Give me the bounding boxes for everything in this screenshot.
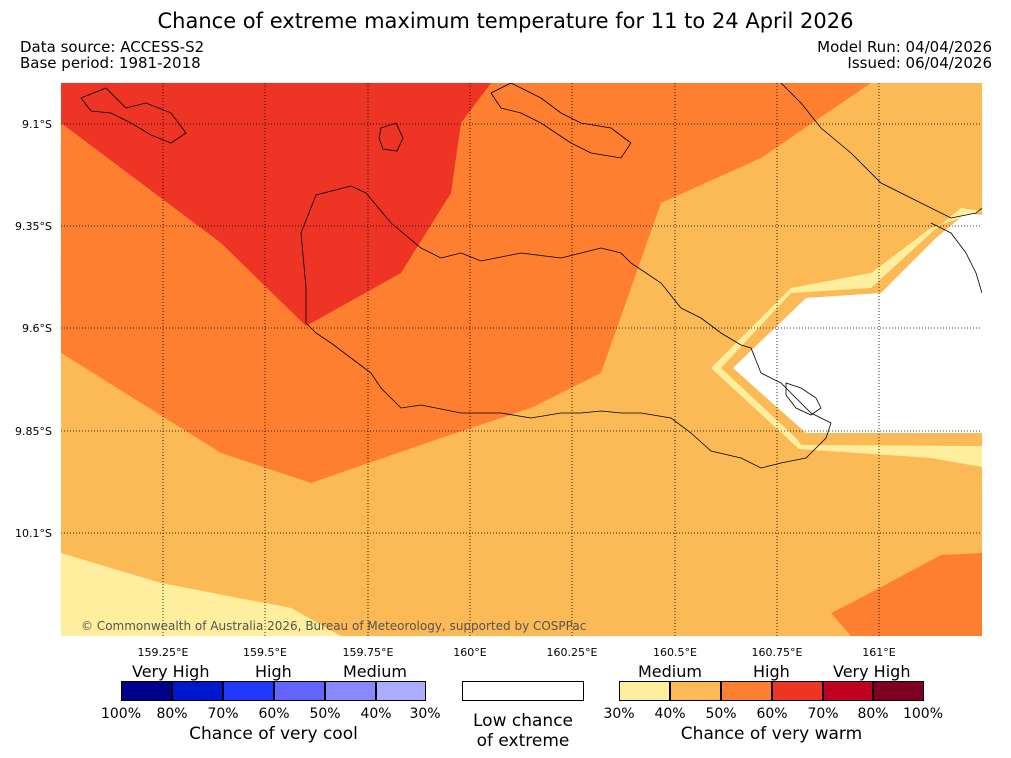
low-chance-caption: Low chance of extreme: [462, 711, 584, 751]
coastline-main-island: [300, 185, 832, 469]
lon-label: 159.5°E: [243, 646, 287, 659]
cool-tick: 40%: [360, 706, 392, 722]
warm-caption: Chance of very warm: [680, 724, 863, 744]
lon-label: 159.25°E: [137, 646, 189, 659]
cool-caption: Chance of very cool: [189, 724, 358, 744]
cool-swatch: [223, 681, 274, 701]
coastline-north-island: [490, 83, 632, 159]
warm-header-medium: Medium: [638, 662, 702, 681]
lat-label: 9.35°S: [15, 220, 52, 233]
cool-header-medium: Medium: [343, 662, 407, 681]
lat-label: 9.85°S: [15, 425, 52, 438]
cool-swatch: [121, 681, 172, 701]
cool-tick: 30%: [409, 706, 441, 722]
model-run-label: Model Run: 04/04/2026: [817, 38, 992, 56]
lon-label: 161°E: [862, 646, 896, 659]
warm-tick: 100%: [902, 706, 944, 722]
warm-swatch: [772, 681, 823, 701]
lat-label: 9.6°S: [22, 322, 52, 335]
data-source-info: Data source: ACCESS-S2 Base period: 1981…: [20, 39, 204, 71]
coastline-east-island: [930, 222, 982, 294]
warm-tick: 40%: [654, 706, 686, 722]
chart-title: Chance of extreme maximum temperature fo…: [157, 9, 854, 33]
lat-label: 10.1°S: [15, 527, 52, 540]
zone-low-chance: [733, 213, 982, 433]
cool-tick: 100%: [100, 706, 142, 722]
warm-header-high: High: [753, 662, 790, 681]
base-period-label: Base period: 1981-2018: [20, 54, 201, 72]
lon-label: 160.25°E: [546, 646, 598, 659]
cool-header-high: High: [255, 662, 292, 681]
coastline-northwest-islands: [80, 87, 187, 144]
cool-tick: 50%: [309, 706, 341, 722]
lon-label: 159.75°E: [342, 646, 394, 659]
cool-tick: 60%: [258, 706, 290, 722]
coastline-northeast-island: [780, 83, 982, 219]
warm-swatch: [721, 681, 772, 701]
coastline: [80, 83, 982, 469]
copyright-notice: © Commonwealth of Australia 2026, Bureau…: [81, 619, 586, 633]
warm-swatch: [670, 681, 721, 701]
issued-label: Issued: 06/04/2026: [847, 54, 992, 72]
cool-swatch: [274, 681, 325, 701]
warm-swatch: [823, 681, 873, 701]
warm-tick: 80%: [857, 706, 889, 722]
lon-label: 160°E: [453, 646, 487, 659]
lat-label: 9.1°S: [22, 118, 52, 131]
zone-high-60-70: [61, 83, 491, 326]
map-panel: © Commonwealth of Australia 2026, Bureau…: [61, 83, 982, 636]
coastline-islet: [378, 122, 404, 152]
warm-swatch: [873, 681, 924, 701]
coastline-bay-islets: [785, 382, 822, 416]
lon-label: 160.5°E: [653, 646, 697, 659]
low-chance-swatch: [462, 681, 584, 701]
zone-high-50-60-southeast: [831, 553, 982, 636]
low-chance-line2: of extreme: [476, 731, 570, 751]
warm-tick: 50%: [705, 706, 737, 722]
warm-header-very-high: Very High: [833, 662, 911, 681]
cool-swatch: [325, 681, 376, 701]
data-source-label: Data source: ACCESS-S2: [20, 38, 205, 56]
graticule: [61, 83, 982, 636]
low-chance-line1: Low chance: [473, 711, 573, 731]
model-run-info: Model Run: 04/04/2026 Issued: 06/04/2026: [817, 39, 992, 71]
warm-tick: 70%: [807, 706, 839, 722]
cool-swatch: [376, 681, 426, 701]
cool-tick: 80%: [156, 706, 188, 722]
cool-header-very-high: Very High: [132, 662, 210, 681]
warm-tick: 60%: [756, 706, 788, 722]
cool-swatch: [172, 681, 223, 701]
warm-swatch: [619, 681, 670, 701]
cool-tick: 70%: [207, 706, 239, 722]
zone-medium-30-40-sw: [61, 553, 341, 636]
warm-tick: 30%: [603, 706, 635, 722]
lon-label: 160.75°E: [751, 646, 803, 659]
